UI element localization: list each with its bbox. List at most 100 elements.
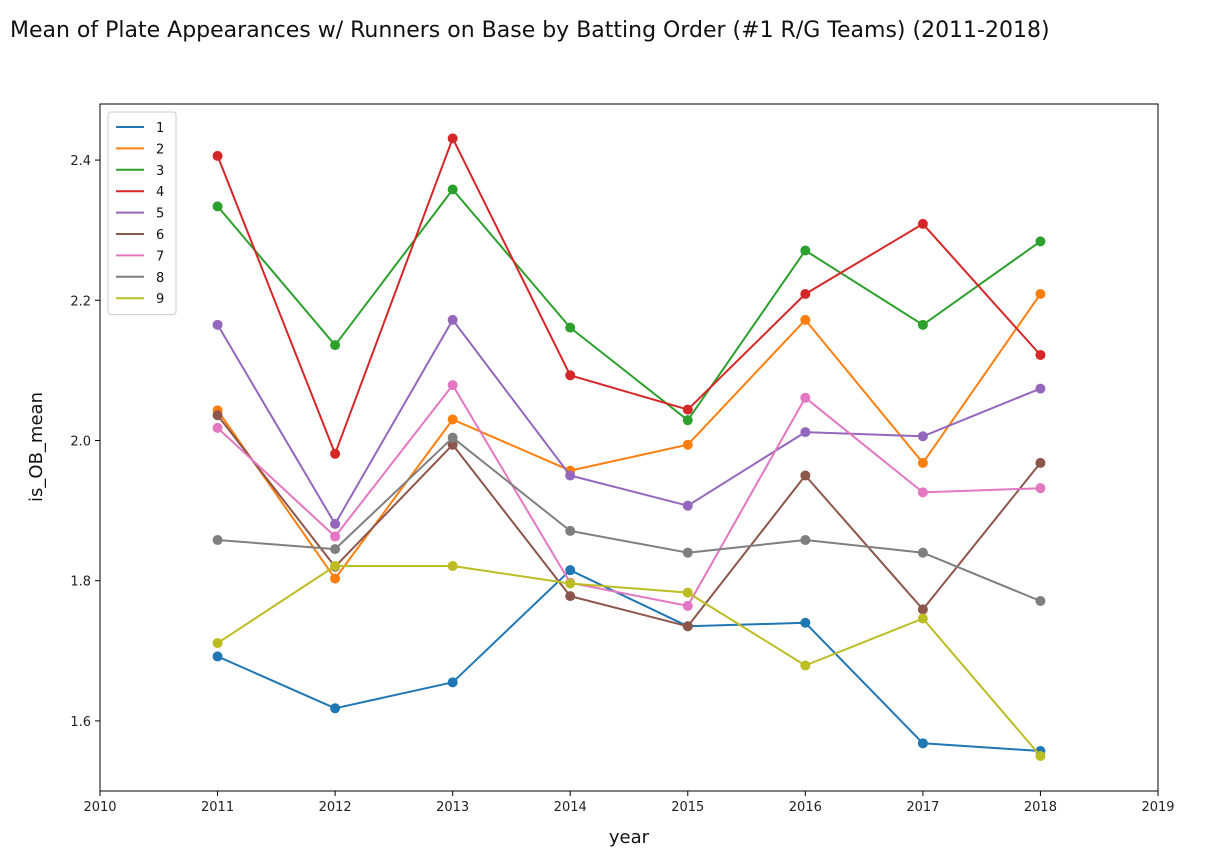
data-point bbox=[565, 322, 576, 333]
y-tick-label: 1.6 bbox=[70, 715, 91, 730]
series-line bbox=[217, 436, 1041, 602]
y-tick-label: 2.2 bbox=[70, 294, 91, 309]
data-point bbox=[447, 184, 458, 195]
data-point bbox=[212, 422, 223, 433]
x-tick-label: 2013 bbox=[436, 800, 469, 815]
series-line bbox=[217, 569, 1041, 752]
legend-item: 7 bbox=[116, 249, 164, 264]
series-line bbox=[216, 137, 1042, 455]
data-point bbox=[917, 319, 928, 330]
chart-title: Mean of Plate Appearances w/ Runners on … bbox=[10, 18, 1050, 43]
data-point bbox=[917, 547, 928, 558]
x-tick-label: 2012 bbox=[319, 800, 352, 815]
data-point bbox=[682, 600, 693, 611]
data-point bbox=[447, 414, 458, 425]
data-point bbox=[682, 415, 693, 426]
x-tick-label: 2015 bbox=[671, 800, 704, 815]
data-point bbox=[800, 288, 811, 299]
axes: 2010 2011 2012 2013 2014 2015 2016 2017 2018 2019… bbox=[70, 154, 1174, 815]
data-point bbox=[1035, 383, 1046, 394]
y-axis-label: is_OB_mean bbox=[26, 392, 47, 502]
data-point bbox=[1035, 750, 1046, 761]
legend-item: 1 bbox=[116, 121, 164, 136]
data-point bbox=[917, 218, 928, 229]
data-point bbox=[212, 150, 223, 161]
data-point bbox=[917, 604, 928, 615]
data-point bbox=[800, 617, 811, 628]
data-point bbox=[565, 370, 576, 381]
x-tick-label: 2017 bbox=[906, 800, 939, 815]
series-layer bbox=[212, 133, 1046, 761]
legend-item: 6 bbox=[116, 228, 164, 243]
x-tick-label: 2019 bbox=[1141, 800, 1174, 815]
legend-item: 5 bbox=[116, 207, 164, 222]
data-point bbox=[212, 535, 223, 546]
data-point bbox=[682, 587, 693, 598]
legend-label: 7 bbox=[156, 249, 164, 264]
data-point bbox=[1035, 236, 1046, 247]
data-point bbox=[1035, 349, 1046, 360]
series-line bbox=[217, 565, 1042, 757]
legend-label: 2 bbox=[156, 142, 164, 157]
data-point bbox=[800, 314, 811, 325]
data-point bbox=[330, 448, 341, 459]
data-point bbox=[1035, 596, 1046, 607]
legend-item: 8 bbox=[116, 271, 164, 286]
data-point bbox=[447, 560, 458, 571]
data-point bbox=[800, 660, 811, 671]
data-point bbox=[800, 427, 811, 438]
series-9 bbox=[212, 560, 1046, 761]
data-point bbox=[565, 565, 576, 576]
data-point bbox=[800, 245, 811, 256]
data-point bbox=[917, 738, 928, 749]
x-tick-label: 2011 bbox=[201, 800, 234, 815]
series-4 bbox=[212, 133, 1046, 459]
data-point bbox=[917, 613, 928, 624]
data-point bbox=[565, 578, 576, 589]
x-tick-label: 2016 bbox=[789, 800, 822, 815]
legend-label: 6 bbox=[156, 228, 164, 243]
x-tick-label: 2018 bbox=[1024, 800, 1057, 815]
data-point bbox=[682, 547, 693, 558]
series-line bbox=[216, 188, 1041, 422]
series-line bbox=[216, 318, 1041, 525]
legend-label: 3 bbox=[156, 164, 164, 179]
series-3 bbox=[212, 184, 1046, 426]
y-tick-label: 2.0 bbox=[70, 434, 91, 449]
legend-label: 4 bbox=[156, 185, 164, 200]
data-point bbox=[682, 621, 693, 632]
data-point bbox=[212, 410, 223, 421]
data-point bbox=[682, 439, 693, 450]
data-point bbox=[682, 404, 693, 415]
data-point bbox=[917, 487, 928, 498]
data-point bbox=[330, 531, 341, 542]
x-axis-label: year bbox=[609, 827, 650, 848]
data-point bbox=[565, 470, 576, 481]
legend-item: 2 bbox=[116, 142, 164, 157]
data-point bbox=[565, 525, 576, 536]
data-point bbox=[565, 591, 576, 602]
data-point bbox=[1035, 483, 1046, 494]
series-8 bbox=[212, 432, 1046, 607]
x-tick-label: 2010 bbox=[83, 800, 116, 815]
legend-label: 8 bbox=[156, 271, 164, 286]
series-5 bbox=[212, 314, 1046, 529]
legend-item: 9 bbox=[116, 292, 164, 307]
y-tick-label: 2.4 bbox=[70, 154, 91, 169]
data-point bbox=[800, 470, 811, 481]
data-point bbox=[447, 677, 458, 688]
data-point bbox=[800, 392, 811, 403]
x-tick-label: 2014 bbox=[554, 800, 587, 815]
data-point bbox=[1035, 288, 1046, 299]
data-point bbox=[330, 544, 341, 555]
data-point bbox=[330, 560, 341, 571]
data-point bbox=[447, 439, 458, 450]
legend-label: 5 bbox=[156, 207, 164, 222]
data-point bbox=[447, 314, 458, 325]
data-point bbox=[447, 380, 458, 391]
legend-item: 3 bbox=[116, 164, 164, 179]
data-point bbox=[212, 201, 223, 212]
data-point bbox=[330, 518, 341, 529]
series-line bbox=[216, 293, 1042, 580]
